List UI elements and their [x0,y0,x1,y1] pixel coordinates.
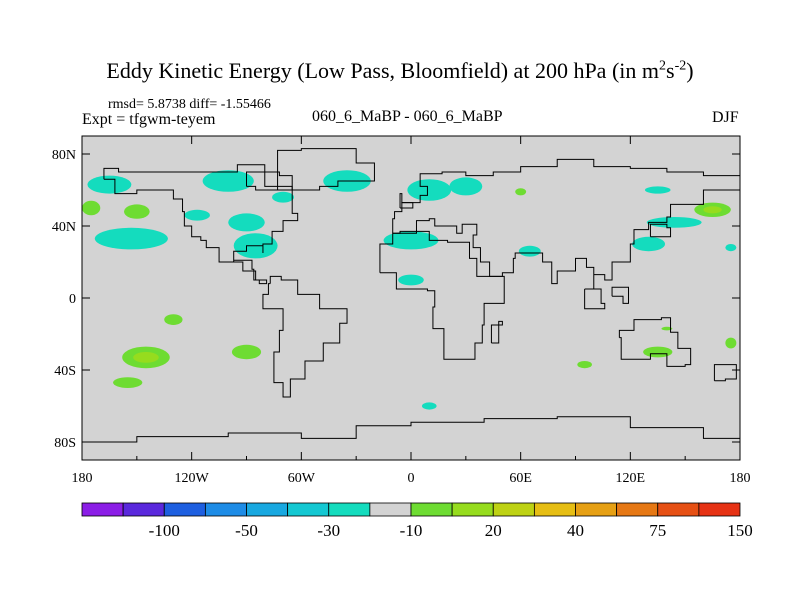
colorbar-bin [81,502,124,517]
y-tick-label: 40N [52,220,76,235]
anomaly-patch [577,361,592,369]
colorbar-bin [616,502,659,517]
anomaly-patch [661,326,673,331]
colorbar-label: -30 [317,521,340,540]
colorbar-label: -100 [149,521,180,540]
y-tick-label: 0 [69,292,76,307]
anomaly-patch [632,236,666,252]
colorbar-bin [657,502,700,517]
colorbar-label: -50 [235,521,258,540]
comparison-label: 060_6_MaBP - 060_6_MaBP [312,108,503,125]
colorbar-label: 75 [649,521,666,540]
colorbar-label: 40 [567,521,584,540]
colorbar-bin [328,502,371,517]
coastline [611,286,630,304]
coastline [379,230,505,360]
anomaly-patch [646,217,702,228]
coastline [649,223,672,238]
anomaly-patch [421,402,437,410]
colorbar-bin [410,502,453,517]
colorbar-bin [287,502,330,517]
x-tick-label: 60E [509,471,532,486]
x-tick-label: 180 [72,471,93,486]
anomaly-patch [202,170,254,192]
anomaly-patch [398,274,424,286]
coastline [82,416,740,443]
colorbar-label: 20 [485,521,502,540]
anomaly-patch [643,346,673,358]
coastline [490,320,503,344]
x-tick-label: 180 [730,471,751,486]
anomaly-patch [113,377,143,388]
anomaly-patch [164,314,183,325]
colorbar-bin [698,502,741,517]
colorbar-bin [204,502,247,517]
y-tick-label: 40S [54,364,76,379]
anomaly-patch [272,191,295,203]
coastline [277,148,375,191]
x-tick-label: 0 [408,471,415,486]
coastline [584,288,606,310]
anomaly-patch [383,231,439,250]
anomaly-patch [703,206,722,214]
anomaly-patch [725,337,737,349]
colorbar: -100 -50 -30 -10 20 40 75 150 [81,502,753,540]
colorbar-bin [122,502,165,517]
anomaly-patch [449,177,483,196]
season-label: DJF [712,109,739,126]
anomaly-patch [725,244,737,252]
coastline [262,275,348,398]
colorbar-bin [533,502,576,517]
colorbar-label: 150 [727,521,753,540]
anomaly-patch [518,245,541,257]
coastline [618,317,692,367]
anomaly-patch [407,179,452,201]
colorbar-label: -10 [400,521,423,540]
colorbar-bin [575,502,618,517]
colorbar-bin [246,502,289,517]
y-tick-label: 80S [54,436,76,451]
anomaly-patch [231,344,262,360]
anomaly-patch [515,188,527,196]
colorbar-bin [163,502,206,517]
anomaly-patch [133,352,159,363]
anomaly-patch [124,204,150,219]
colorbar-bin [451,502,494,517]
map-axes: 180 120W 60W 0 60E 120E 180 80N 40N 0 40S 80S [52,136,751,486]
anomaly-patch [644,186,671,194]
x-tick-label: 120E [616,471,646,486]
anomaly-patch [87,175,132,194]
coastline [103,164,299,285]
coastline [713,364,737,382]
colorbar-bin [369,502,412,517]
coastlines [82,148,740,443]
colorbar-bin [492,502,535,517]
coastline [399,193,414,209]
anomaly-patch [82,200,101,216]
anomaly-patch [184,209,210,221]
x-tick-label: 60W [288,471,316,486]
anomaly-patch [228,213,265,232]
stats-label: rmsd= 5.8738 diff= -1.55466 [108,97,271,112]
coastline [246,171,293,191]
x-tick-label: 120W [175,471,210,486]
y-tick-label: 80N [52,148,76,163]
anomaly-patch [94,227,168,250]
chart-title: Eddy Kinetic Energy (Low Pass, Bloomfiel… [106,58,694,83]
experiment-label: Expt = tfgwm-teyem [82,111,216,128]
coastline [392,158,740,289]
